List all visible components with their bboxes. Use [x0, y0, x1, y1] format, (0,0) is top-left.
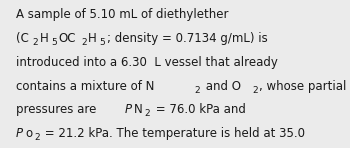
Text: 2: 2 [81, 38, 86, 48]
Text: P: P [124, 103, 131, 116]
Text: OC: OC [58, 32, 76, 45]
Text: pressures are: pressures are [16, 103, 100, 116]
Text: = 21.2 kPa. The temperature is held at 35.0: = 21.2 kPa. The temperature is held at 3… [41, 127, 306, 140]
Text: 2: 2 [34, 133, 40, 142]
Text: contains a mixture of N: contains a mixture of N [16, 79, 154, 92]
Text: 5: 5 [99, 38, 105, 48]
Text: A sample of 5.10 mL of diethylether: A sample of 5.10 mL of diethylether [16, 8, 228, 21]
Text: , whose partial: , whose partial [259, 79, 346, 92]
Text: ; density = 0.7134 g/mL) is: ; density = 0.7134 g/mL) is [107, 32, 268, 45]
Text: o: o [25, 127, 32, 140]
Text: 2: 2 [194, 86, 200, 95]
Text: 2: 2 [145, 110, 150, 119]
Text: and O: and O [202, 79, 240, 92]
Text: N: N [133, 103, 142, 116]
Text: 2: 2 [252, 86, 258, 95]
Text: 2: 2 [32, 38, 38, 48]
Text: (C: (C [16, 32, 29, 45]
Text: 5: 5 [51, 38, 57, 48]
Text: = 76.0 kPa and: = 76.0 kPa and [152, 103, 246, 116]
Text: introduced into a 6.30  L vessel that already: introduced into a 6.30 L vessel that alr… [16, 56, 278, 69]
Text: H: H [88, 32, 97, 45]
Text: H: H [40, 32, 48, 45]
Text: P: P [16, 127, 23, 140]
